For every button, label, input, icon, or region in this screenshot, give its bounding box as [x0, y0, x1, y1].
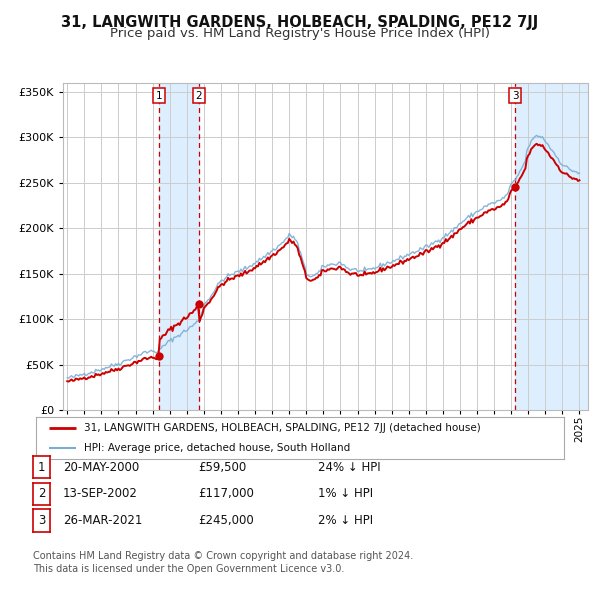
Text: 1% ↓ HPI: 1% ↓ HPI: [318, 487, 373, 500]
Text: 24% ↓ HPI: 24% ↓ HPI: [318, 461, 380, 474]
Text: 20-MAY-2000: 20-MAY-2000: [63, 461, 139, 474]
Text: HPI: Average price, detached house, South Holland: HPI: Average price, detached house, Sout…: [83, 442, 350, 453]
Text: 1: 1: [38, 461, 45, 474]
Text: 31, LANGWITH GARDENS, HOLBEACH, SPALDING, PE12 7JJ: 31, LANGWITH GARDENS, HOLBEACH, SPALDING…: [61, 15, 539, 30]
Text: £245,000: £245,000: [198, 514, 254, 527]
Text: Price paid vs. HM Land Registry's House Price Index (HPI): Price paid vs. HM Land Registry's House …: [110, 27, 490, 40]
Text: £117,000: £117,000: [198, 487, 254, 500]
Bar: [515, 83, 588, 410]
Text: 3: 3: [38, 514, 45, 527]
Text: 2: 2: [38, 487, 45, 500]
Text: 26-MAR-2021: 26-MAR-2021: [63, 514, 142, 527]
Text: £59,500: £59,500: [198, 461, 246, 474]
Text: 3: 3: [512, 91, 518, 101]
Text: 13-SEP-2002: 13-SEP-2002: [63, 487, 138, 500]
Text: 2: 2: [196, 91, 202, 101]
Text: Contains HM Land Registry data © Crown copyright and database right 2024.: Contains HM Land Registry data © Crown c…: [33, 551, 413, 561]
Bar: [159, 83, 199, 410]
Text: This data is licensed under the Open Government Licence v3.0.: This data is licensed under the Open Gov…: [33, 564, 344, 574]
Text: 2% ↓ HPI: 2% ↓ HPI: [318, 514, 373, 527]
Text: 31, LANGWITH GARDENS, HOLBEACH, SPALDING, PE12 7JJ (detached house): 31, LANGWITH GARDENS, HOLBEACH, SPALDING…: [83, 423, 480, 433]
Text: 1: 1: [156, 91, 163, 101]
